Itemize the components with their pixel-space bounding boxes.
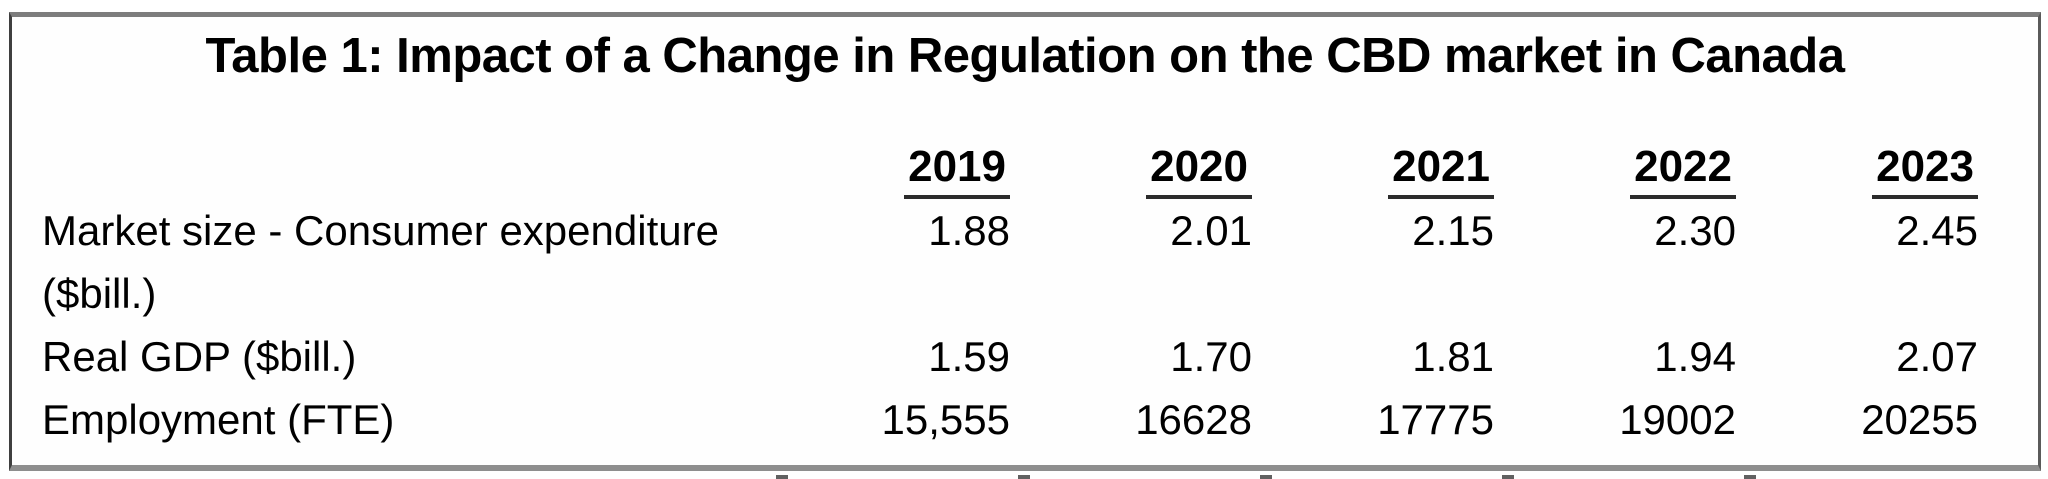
row-label-employment: Employment (FTE) [42, 396, 395, 443]
column-header-2021: 2021 [1266, 141, 1508, 199]
table-row-real-gdp: Real GDP ($bill.) 1.59 1.70 1.81 1.94 2.… [12, 325, 2038, 388]
value-cell: 1.59 [928, 333, 1010, 380]
column-boundary-tick [776, 475, 788, 479]
value-cell: 2.30 [1654, 207, 1736, 254]
column-header-label: 2020 [1146, 141, 1252, 199]
value-cell: 15,555 [881, 396, 1010, 443]
table-header-row: 2019 2020 2021 2022 2023 [12, 141, 2038, 199]
table-frame: Table 1: Impact of a Change in Regulatio… [9, 12, 2041, 479]
row-label-market-size: Market size - Consumer expenditure ($bil… [34, 199, 782, 325]
value-cell: 1.88 [928, 207, 1010, 254]
column-boundary-tick [1744, 475, 1756, 479]
value-cell: 2.01 [1170, 207, 1252, 254]
column-header-label: 2021 [1388, 141, 1494, 199]
table-title: Table 1: Impact of a Change in Regulatio… [205, 29, 1846, 83]
column-header-label: 2023 [1872, 141, 1978, 199]
value-cell: 2.07 [1896, 333, 1978, 380]
value-cell: 20255 [1861, 396, 1978, 443]
column-header-2019: 2019 [782, 141, 1024, 199]
row-label-line: Market size - Consumer expenditure [42, 207, 719, 254]
value-cell: 16628 [1135, 396, 1252, 443]
value-cell: 2.45 [1896, 207, 1978, 254]
column-header-label: 2019 [904, 141, 1010, 199]
value-cell: 1.94 [1654, 333, 1736, 380]
column-header-2022: 2022 [1508, 141, 1750, 199]
column-boundary-tick [1260, 475, 1272, 479]
value-cell: 1.81 [1412, 333, 1494, 380]
table-row-employment: Employment (FTE) 15,555 16628 17775 1900… [12, 388, 2038, 451]
row-label-line: ($bill.) [42, 270, 157, 317]
column-header-2020: 2020 [1024, 141, 1266, 199]
table-row-market-size: Market size - Consumer expenditure ($bil… [12, 199, 2038, 325]
column-boundary-tick [1502, 475, 1514, 479]
value-cell: 1.70 [1170, 333, 1252, 380]
value-cell: 2.15 [1412, 207, 1494, 254]
column-header-2023: 2023 [1750, 141, 1992, 199]
value-cell: 17775 [1377, 396, 1494, 443]
value-cell: 19002 [1619, 396, 1736, 443]
column-boundary-tick [1018, 475, 1030, 479]
row-label-real-gdp: Real GDP ($bill.) [42, 333, 357, 380]
column-header-label: 2022 [1630, 141, 1736, 199]
